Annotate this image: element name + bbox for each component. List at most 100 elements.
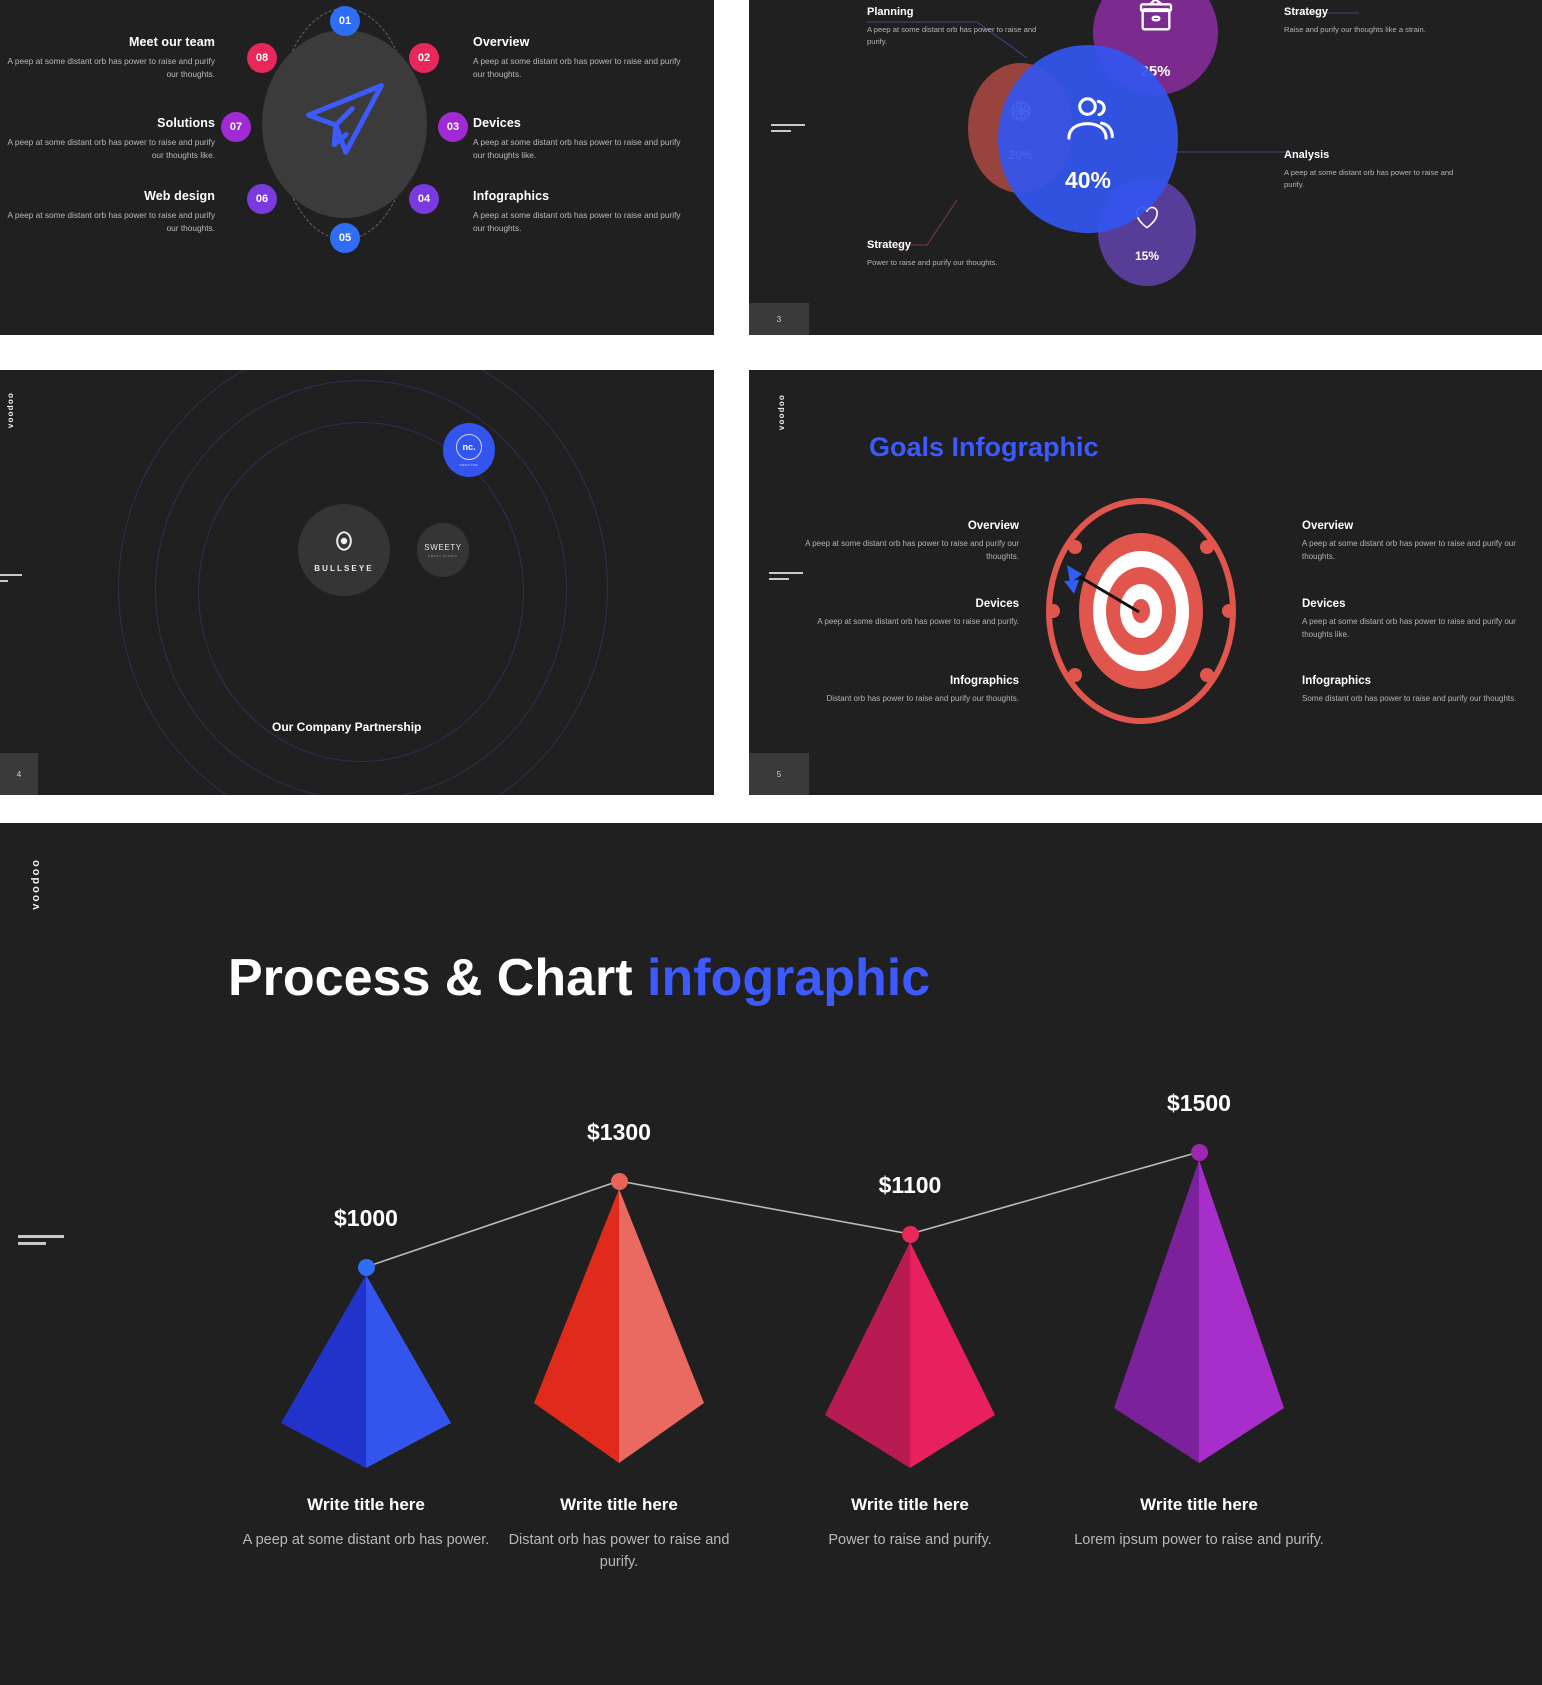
step-badge-02[interactable]: 02	[409, 43, 439, 73]
item-overview: Overview A peep at some distant orb has …	[473, 35, 688, 81]
goal-title: Devices	[975, 598, 1019, 610]
orbit-ring-inner	[198, 422, 524, 762]
item-title: Meet our team	[128, 35, 215, 49]
caption-strategy-top: Strategy Raise and purify our thoughts l…	[1284, 6, 1464, 36]
step-badge-01[interactable]: 01	[330, 6, 360, 36]
item-title: Devices	[473, 116, 521, 130]
page-number: 3	[776, 314, 782, 324]
trend-line	[365, 1151, 1200, 1268]
caption-desc: A peep at some distant orb has power to …	[867, 25, 1037, 47]
page-title: Goals Infographic	[869, 432, 1099, 463]
node-label: BULLSEYE	[314, 563, 374, 573]
page-title-accent: Infographic	[951, 432, 1099, 462]
item-desc: A peep at some distant orb has power to …	[7, 137, 215, 160]
goal-desc: A peep at some distant orb has power to …	[817, 617, 1019, 626]
step-badge-05[interactable]: 05	[330, 223, 360, 253]
sweety-logo: sweet studio	[428, 553, 458, 558]
goal-desc: A peep at some distant orb has power to …	[1302, 539, 1516, 561]
value-label: $1500	[1167, 1090, 1231, 1116]
page-number: 4	[16, 769, 22, 779]
step-badge-04[interactable]: 04	[409, 184, 439, 214]
caption-title: Planning	[867, 6, 914, 18]
value-label: $1300	[587, 1119, 651, 1145]
goal-left-devices: Devices A peep at some distant orb has p…	[804, 598, 1019, 629]
item-title: Infographics	[473, 189, 550, 203]
step-badge-label: 03	[446, 121, 460, 133]
step-badge-03[interactable]: 03	[438, 112, 468, 142]
page-title-accent: infographic	[647, 949, 931, 1007]
node-label: SWEETY	[424, 542, 462, 552]
nc-subtitle: SERVICE	[459, 462, 479, 467]
caption-title: Analysis	[1284, 149, 1330, 161]
menu-lines-decor	[0, 570, 22, 586]
item-desc: A peep at some distant orb has power to …	[473, 56, 681, 79]
col-desc: Lorem ipsum power to raise and purify.	[1074, 1532, 1324, 1548]
nc-logo: nc.	[456, 433, 482, 460]
dartboard-icon	[1042, 495, 1240, 727]
step-badge-label: 01	[338, 15, 352, 27]
bubble-percent: 15%	[1134, 248, 1160, 263]
step-badge-06[interactable]: 06	[247, 184, 277, 214]
goal-left-infographics: Infographics Distant orb has power to ra…	[804, 675, 1019, 706]
step-badge-07[interactable]: 07	[221, 112, 251, 142]
caption-title: Strategy	[867, 239, 912, 251]
item-web-design: Web design A peep at some distant orb ha…	[0, 189, 215, 235]
slide-venn-bubbles: 25% 20% 15% 40	[749, 0, 1542, 335]
page-title-main: Process & Chart	[228, 949, 648, 1007]
page-title: Process & Chart infographic	[228, 948, 930, 1008]
col-desc: Power to raise and purify.	[828, 1532, 992, 1548]
data-marker-3[interactable]	[902, 1226, 919, 1243]
goal-title: Devices	[1302, 598, 1346, 610]
heart-icon	[1132, 202, 1162, 237]
goal-right-devices: Devices A peep at some distant orb has p…	[1302, 598, 1517, 642]
node-nc[interactable]: nc. SERVICE	[443, 423, 495, 477]
brand-logo: voodoo	[6, 392, 15, 429]
partnership-title: Our Company Partnership	[272, 720, 422, 734]
caption-planning: Planning A peep at some distant orb has …	[867, 6, 1047, 48]
step-badge-label: 07	[229, 121, 243, 133]
item-title: Solutions	[157, 116, 215, 130]
page-number-tab: 4	[0, 753, 38, 795]
orbit-ring-mid	[155, 380, 567, 795]
caption-desc: Raise and purify our thoughts like a str…	[1284, 25, 1426, 34]
col-title: Write title here	[307, 1495, 425, 1514]
col-title: Write title here	[851, 1495, 969, 1514]
item-desc: A peep at some distant orb has power to …	[7, 56, 215, 79]
pyramid-chart	[281, 1160, 1284, 1468]
page-title-main: Goals	[869, 432, 952, 462]
item-solutions: Solutions A peep at some distant orb has…	[0, 116, 215, 162]
slide-company-partnership: voodoo BULLSEYE SWEETY sweet studio nc. …	[0, 370, 714, 795]
bubble-40[interactable]: 40%	[998, 45, 1178, 233]
caption-title: Strategy	[1284, 6, 1329, 18]
item-infographics: Infographics A peep at some distant orb …	[473, 189, 688, 235]
chart-col-2: $1300 Write title here Distant orb has p…	[489, 1119, 749, 1574]
step-badge-label: 02	[417, 52, 431, 64]
col-desc: Distant orb has power to raise and purif…	[508, 1532, 730, 1571]
bubble-percent: 40%	[1064, 167, 1112, 193]
col-desc: A peep at some distant orb has power.	[242, 1532, 490, 1548]
goal-title: Overview	[1302, 520, 1354, 532]
goal-title: Infographics	[1302, 675, 1372, 687]
node-sweety[interactable]: SWEETY sweet studio	[417, 523, 469, 577]
caption-analysis: Analysis A peep at some distant orb has …	[1284, 149, 1464, 191]
slide-circular-process: 01 02 03 04 05 06 07 08 Meet our team A …	[0, 0, 714, 335]
step-badge-08[interactable]: 08	[247, 43, 277, 73]
col-title: Write title here	[1140, 1495, 1258, 1514]
goal-desc: Distant orb has power to raise and purif…	[826, 694, 1019, 703]
chart-col-4: $1500 Write title here Lorem ipsum power…	[1069, 1090, 1329, 1551]
item-devices: Devices A peep at some distant orb has p…	[473, 116, 688, 162]
center-hub	[262, 30, 427, 218]
data-marker-4[interactable]	[1191, 1144, 1208, 1161]
step-badge-label: 06	[255, 193, 269, 205]
value-label: $1000	[334, 1205, 398, 1231]
data-marker-1[interactable]	[358, 1259, 375, 1276]
node-bullseye[interactable]: BULLSEYE	[298, 504, 390, 596]
paper-plane-icon	[299, 76, 391, 173]
goal-left-overview: Overview A peep at some distant orb has …	[804, 520, 1019, 564]
data-marker-2[interactable]	[611, 1173, 628, 1190]
item-title: Overview	[473, 35, 530, 49]
step-badge-label: 05	[338, 232, 352, 244]
item-meet-our-team: Meet our team A peep at some distant orb…	[0, 35, 215, 81]
caption-desc: A peep at some distant orb has power to …	[1284, 168, 1454, 190]
chart-col-1: $1000 Write title here A peep at some di…	[236, 1205, 496, 1551]
